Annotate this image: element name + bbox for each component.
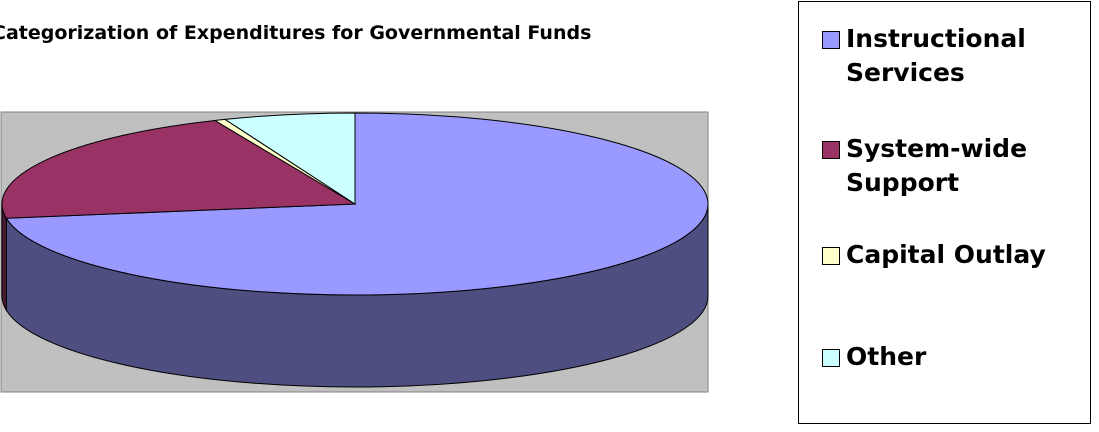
legend-label: System-wide Support — [846, 134, 1028, 197]
legend-swatch — [822, 247, 840, 265]
legend-swatch — [822, 349, 840, 367]
legend-item-instructional-services[interactable]: Instructional Services — [822, 22, 1061, 90]
legend-item-capital-outlay[interactable]: Capital Outlay — [822, 238, 1086, 272]
legend: Instructional Services System-wide Suppo… — [798, 1, 1091, 424]
legend-label: Other — [846, 342, 927, 371]
chart-title: Categorization of Expenditures for Gover… — [0, 22, 592, 44]
legend-label: Capital Outlay — [846, 240, 1046, 269]
legend-label: Instructional Services — [846, 24, 1026, 87]
legend-item-system-wide-support[interactable]: System-wide Support — [822, 132, 1036, 200]
pie-side-system-wide-support — [1, 203, 7, 313]
pie-slice-system-wide-support[interactable] — [1, 119, 357, 219]
legend-item-other[interactable]: Other — [822, 340, 926, 374]
legend-swatch — [822, 141, 840, 159]
pie-chart — [0, 111, 709, 393]
pie-slice-other[interactable] — [223, 112, 356, 205]
pie-slice-instructional-services[interactable] — [5, 112, 709, 296]
pie-top — [1, 112, 709, 296]
legend-swatch — [822, 31, 840, 49]
